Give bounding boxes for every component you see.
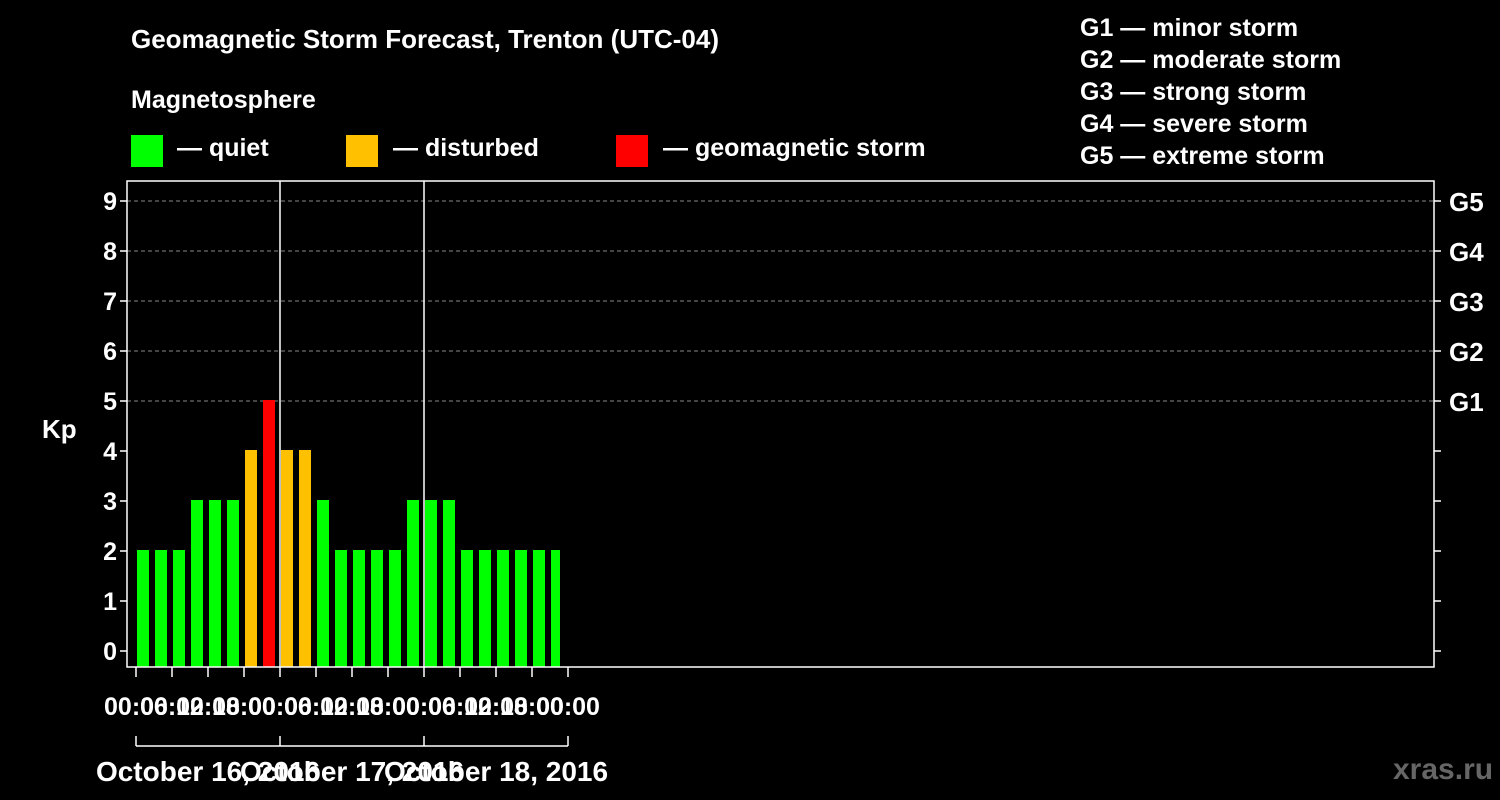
x-tick-label-8: 00:00 bbox=[392, 693, 456, 721]
kp-bar-11 bbox=[335, 550, 347, 667]
kp-bar-6 bbox=[245, 450, 257, 667]
y-tick-label-4: 4 bbox=[103, 438, 117, 466]
kp-bar-20 bbox=[497, 550, 509, 667]
y-tick-label-9: 9 bbox=[103, 188, 117, 216]
kp-bar-22 bbox=[533, 550, 545, 667]
kp-bar-5 bbox=[227, 500, 239, 667]
kp-bar-19 bbox=[479, 550, 491, 667]
y-tick-label-5: 5 bbox=[103, 388, 117, 416]
g-axis-label-g5: G5 bbox=[1449, 187, 1484, 217]
kp-bar-7 bbox=[263, 400, 275, 667]
kp-bar-12 bbox=[353, 550, 365, 667]
y-tick-label-1: 1 bbox=[103, 588, 117, 616]
kp-bar-9 bbox=[299, 450, 311, 667]
kp-bar-1 bbox=[155, 550, 167, 667]
kp-bar-13 bbox=[371, 550, 383, 667]
legend-swatch-disturbed bbox=[346, 135, 378, 167]
legend-swatch-storm bbox=[616, 135, 648, 167]
g-scale-g5: G5 — extreme storm bbox=[1080, 142, 1325, 170]
legend-label-disturbed: — disturbed bbox=[393, 134, 539, 162]
y-tick-label-8: 8 bbox=[103, 238, 117, 266]
kp-bar-10 bbox=[317, 500, 329, 667]
x-tick-label-10: 12:00 bbox=[464, 693, 528, 721]
kp-bar-4 bbox=[209, 500, 221, 667]
x-tick-label-1: 06:00 bbox=[140, 693, 204, 721]
kp-bar-23 bbox=[551, 550, 560, 667]
watermark: xras.ru bbox=[1393, 753, 1494, 786]
g-axis-label-g1: G1 bbox=[1449, 387, 1484, 417]
kp-bar-0 bbox=[137, 550, 149, 667]
kp-bar-15 bbox=[407, 500, 419, 667]
legend-label-quiet: — quiet bbox=[177, 134, 269, 162]
y-tick-label-2: 2 bbox=[103, 538, 117, 566]
g-scale-g4: G4 — severe storm bbox=[1080, 110, 1308, 138]
g-axis-label-g4: G4 bbox=[1449, 237, 1484, 267]
kp-bar-2 bbox=[173, 550, 185, 667]
x-tick-label-11: 18:00 bbox=[500, 693, 564, 721]
y-tick-label-7: 7 bbox=[103, 288, 117, 316]
kp-bar-8 bbox=[281, 450, 293, 667]
y-axis-label: Kp bbox=[42, 414, 77, 444]
kp-bar-3 bbox=[191, 500, 203, 667]
date-label-2: October 18, 2016 bbox=[384, 756, 608, 787]
kp-bar-17 bbox=[443, 500, 455, 667]
x-tick-label-9: 06:00 bbox=[428, 693, 492, 721]
g-axis-label-g3: G3 bbox=[1449, 287, 1484, 317]
x-tick-label-3: 18:00 bbox=[212, 693, 276, 721]
magnetosphere-label: Magnetosphere bbox=[131, 86, 316, 114]
g-scale-g3: G3 — strong storm bbox=[1080, 78, 1307, 106]
y-tick-label-0: 0 bbox=[103, 638, 117, 666]
x-tick-label-12: 00:00 bbox=[536, 693, 600, 721]
g-axis-label-g2: G2 bbox=[1449, 337, 1484, 367]
y-tick-label-6: 6 bbox=[103, 338, 117, 366]
date-label-1: October 17, 2016 bbox=[240, 756, 464, 787]
x-tick-label-0: 00:00 bbox=[104, 693, 168, 721]
y-tick-label-3: 3 bbox=[103, 488, 117, 516]
x-tick-label-5: 06:00 bbox=[284, 693, 348, 721]
kp-bar-14 bbox=[389, 550, 401, 667]
date-label-0: October 16, 2016 bbox=[96, 756, 320, 787]
kp-bar-21 bbox=[515, 550, 527, 667]
g-scale-g1: G1 — minor storm bbox=[1080, 14, 1299, 42]
kp-bar-18 bbox=[461, 550, 473, 667]
legend-label-storm: — geomagnetic storm bbox=[663, 134, 926, 162]
kp-bar-16 bbox=[425, 500, 437, 667]
g-scale-g2: G2 — moderate storm bbox=[1080, 46, 1342, 74]
plot-frame bbox=[126, 180, 1435, 668]
x-tick-label-2: 12:00 bbox=[176, 693, 240, 721]
x-tick-label-6: 12:00 bbox=[320, 693, 384, 721]
legend-swatch-quiet bbox=[131, 135, 163, 167]
chart-title: Geomagnetic Storm Forecast, Trenton (UTC… bbox=[131, 24, 719, 54]
x-tick-label-4: 00:00 bbox=[248, 693, 312, 721]
x-tick-label-7: 18:00 bbox=[356, 693, 420, 721]
